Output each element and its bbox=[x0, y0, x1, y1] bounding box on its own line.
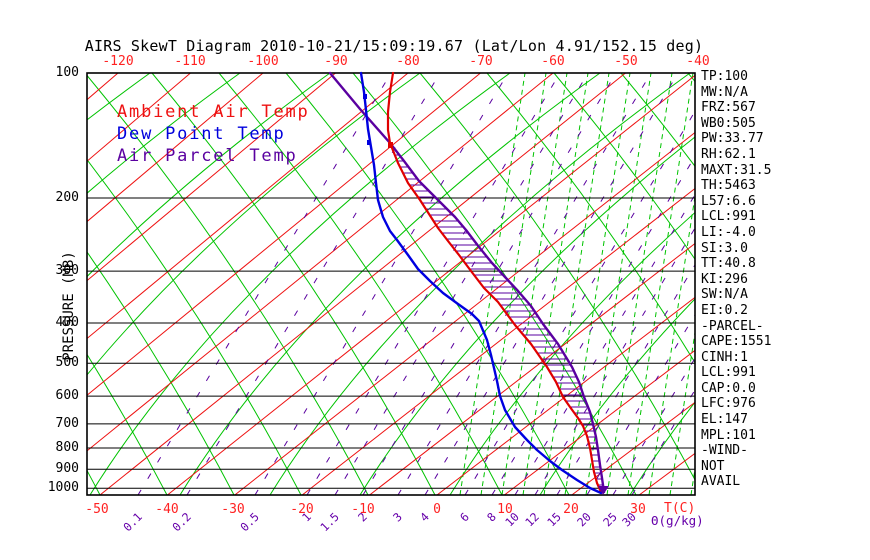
legend-ambient-air-temp: Ambient Air Temp bbox=[117, 102, 310, 122]
page-title: AIRS SkewT Diagram 2010-10-21/15:09:19.6… bbox=[84, 37, 704, 55]
pressure-label: 500 bbox=[55, 355, 79, 371]
stat-line: MAXT:31.5 bbox=[701, 162, 772, 178]
stat-line: MPL:101 bbox=[701, 427, 756, 443]
stat-line: CAP:0.0 bbox=[701, 380, 756, 396]
bottom-temp-label: 30 bbox=[630, 502, 646, 517]
stat-line: FRZ:567 bbox=[701, 100, 756, 116]
ambient-air-temp-curve bbox=[386, 71, 603, 494]
top-temp-label: -80 bbox=[396, 54, 420, 69]
bottom-temp-label: 10 bbox=[497, 502, 513, 517]
pressure-label: 400 bbox=[55, 314, 79, 330]
dewpoint-marker bbox=[367, 140, 371, 145]
stat-line: -WIND- bbox=[701, 443, 748, 459]
stat-line: WB0:505 bbox=[701, 115, 756, 131]
stat-line: PW:33.77 bbox=[701, 131, 764, 147]
pressure-label: 700 bbox=[55, 415, 79, 431]
stat-line: RH:62.1 bbox=[701, 146, 756, 162]
pressure-label: 200 bbox=[55, 189, 79, 205]
bottom-temp-label: 20 bbox=[563, 502, 579, 517]
stat-line: L57:6.6 bbox=[701, 193, 756, 209]
stat-line: SW:N/A bbox=[701, 287, 748, 303]
bottom-temp-label: 0 bbox=[433, 502, 441, 517]
bottom-temp-label: -50 bbox=[85, 502, 109, 517]
guide-lines bbox=[87, 73, 695, 495]
top-temp-label: -60 bbox=[541, 54, 565, 69]
bottom-temp-label: -10 bbox=[351, 502, 375, 517]
pressure-label: 800 bbox=[55, 439, 79, 455]
pressure-label: 900 bbox=[55, 461, 79, 477]
mixing-ratio-axis-title: Θ(g/kg) bbox=[651, 513, 704, 528]
stat-line: TT:40.8 bbox=[701, 256, 756, 272]
top-temp-label: -40 bbox=[686, 54, 710, 69]
temperature-axis-title: T(C) bbox=[664, 501, 696, 516]
stat-line: LCL:991 bbox=[701, 365, 756, 381]
air-parcel-temp-curve bbox=[328, 71, 606, 494]
stat-line: EI:0.2 bbox=[701, 302, 748, 318]
ambient-kink-marker bbox=[388, 142, 393, 148]
legend-dew-point-temp: Dew Point Temp bbox=[117, 124, 286, 144]
pressure-label: 600 bbox=[55, 388, 79, 404]
dewpoint-marker bbox=[363, 94, 367, 99]
stat-line: MW:N/A bbox=[701, 84, 748, 100]
stat-line: AVAIL bbox=[701, 474, 741, 490]
stat-line: NOT bbox=[701, 458, 725, 474]
stat-line: TH:5463 bbox=[701, 178, 756, 194]
stat-line: CAPE:1551 bbox=[701, 334, 772, 350]
legend: Ambient Air Temp Dew Point Temp Air Parc… bbox=[117, 101, 310, 167]
sounding-indices-panel: TP:100 MW:N/A FRZ:567 WB0:505 PW:33.77 RH:62.… bbox=[701, 69, 771, 490]
parcel-end-marker bbox=[598, 486, 609, 495]
stat-line: EL:147 bbox=[701, 412, 748, 428]
stat-line: LI:-4.0 bbox=[701, 224, 756, 240]
bottom-temp-label: -30 bbox=[221, 502, 245, 517]
top-temp-label: -50 bbox=[614, 54, 638, 69]
stat-line: KI:296 bbox=[701, 271, 748, 287]
bottom-temp-label: -20 bbox=[290, 502, 314, 517]
top-temp-label: -120 bbox=[102, 54, 134, 69]
pressure-label: 300 bbox=[55, 263, 79, 279]
stat-line: CINH:1 bbox=[701, 349, 748, 365]
cape-hatch-area bbox=[395, 154, 603, 486]
stat-line: -PARCEL- bbox=[701, 318, 764, 334]
bottom-temp-label: -40 bbox=[155, 502, 179, 517]
top-temp-label: -100 bbox=[247, 54, 279, 69]
top-temp-label: -110 bbox=[174, 54, 206, 69]
stat-line: TP:100 bbox=[701, 69, 748, 84]
stat-line: SI:3.0 bbox=[701, 240, 748, 256]
pressure-label: 1000 bbox=[47, 480, 79, 496]
legend-air-parcel-temp: Air Parcel Temp bbox=[117, 146, 298, 166]
pressure-label: 100 bbox=[55, 65, 79, 80]
stat-line: LCL:991 bbox=[701, 209, 756, 225]
top-temp-label: -70 bbox=[469, 54, 493, 69]
stat-line: LFC:976 bbox=[701, 396, 756, 412]
dew-point-temp-curve bbox=[359, 71, 603, 495]
top-temp-label: -90 bbox=[324, 54, 348, 69]
pressure-axis-title: PRESSURE (MB) bbox=[61, 251, 77, 361]
